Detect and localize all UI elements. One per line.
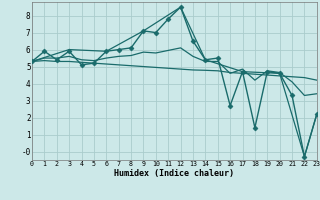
X-axis label: Humidex (Indice chaleur): Humidex (Indice chaleur)	[115, 169, 234, 178]
